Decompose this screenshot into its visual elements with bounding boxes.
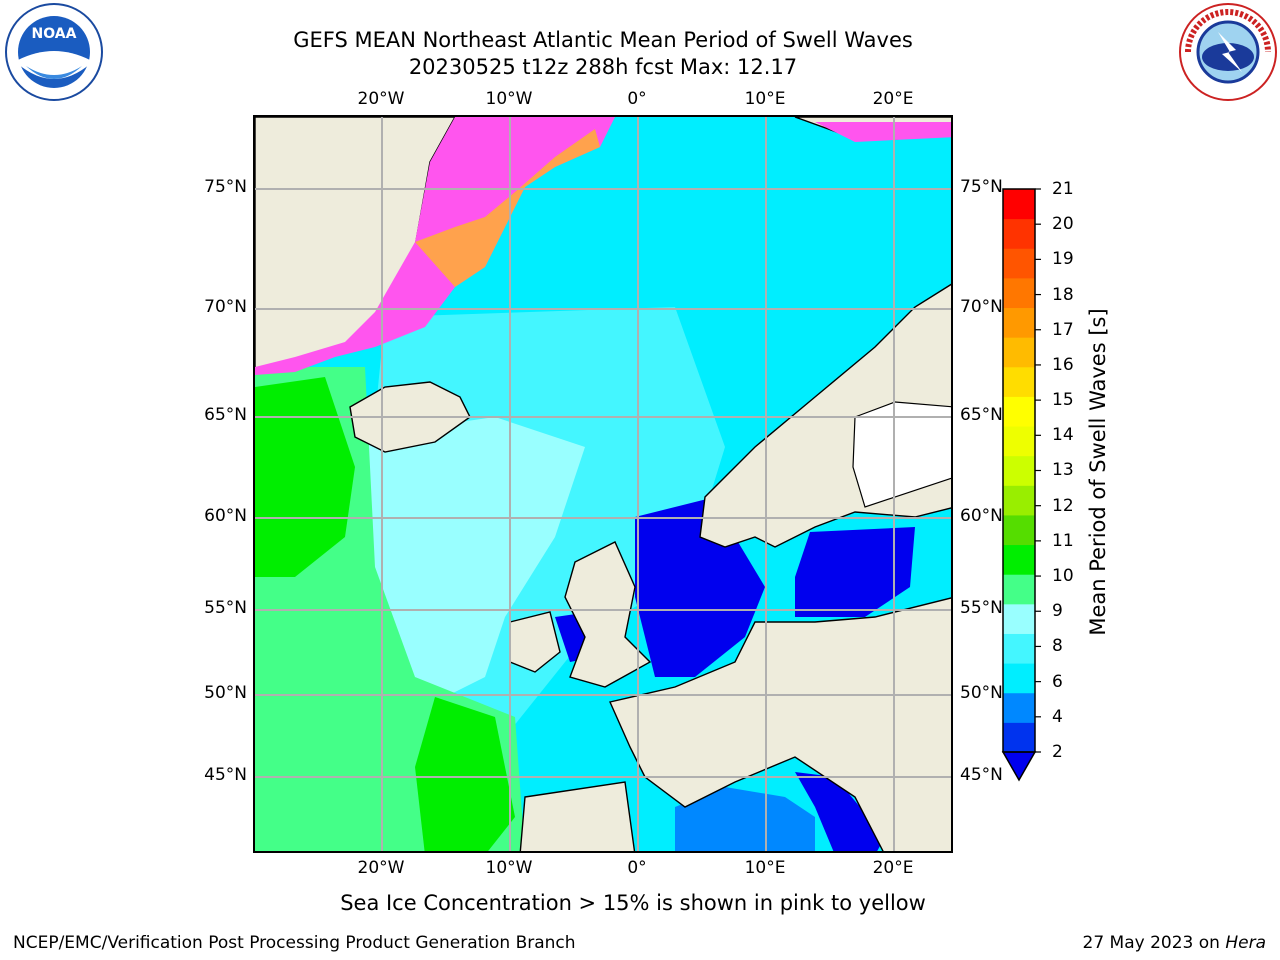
colorbar-extend-triangle	[1001, 751, 1037, 782]
lat-label-right-60n: 60°N	[960, 506, 1003, 526]
colorbar-swatch	[1003, 603, 1035, 634]
map-canvas	[255, 117, 951, 851]
colorbar-swatch	[1003, 218, 1035, 249]
lon-label-top-10w: 10°W	[485, 89, 533, 109]
lat-label-left-60n: 60°N	[204, 506, 247, 526]
lat-label-right-55n: 55°N	[960, 598, 1003, 618]
footer-date: 27 May 2023 on Hera	[1083, 933, 1267, 953]
colorbar-swatch	[1003, 722, 1035, 753]
colorbar-swatch	[1003, 426, 1035, 457]
colorbar	[1001, 188, 1041, 782]
chart-title: GEFS MEAN Northeast Atlantic Mean Period…	[293, 28, 913, 52]
iberia-land	[519, 781, 636, 851]
colorbar-tick-11: 11	[1052, 531, 1074, 551]
continental-europe-land	[609, 597, 951, 851]
colorbar-tick-20: 20	[1052, 214, 1074, 234]
colorbar-swatch	[1003, 396, 1035, 427]
sea-ice-orange	[415, 129, 600, 287]
lat-label-left-70n: 70°N	[204, 297, 247, 317]
colorbar-swatch	[1003, 544, 1035, 575]
colorbar-tick-14: 14	[1052, 425, 1074, 445]
colorbar-tick-10: 10	[1052, 566, 1074, 586]
colorbar-label: Mean Period of Swell Waves [s]	[1086, 308, 1110, 636]
great-britain-land	[564, 541, 652, 688]
colorbar-tick-4: 4	[1052, 707, 1063, 727]
colorbar-swatch	[1003, 455, 1035, 486]
colorbar-swatch	[1003, 663, 1035, 694]
colorbar-swatch	[1003, 366, 1035, 397]
colorbar-swatch	[1003, 337, 1035, 368]
ocean-swell-10-11-south	[415, 697, 515, 851]
lat-label-right-65n: 65°N	[960, 405, 1003, 425]
colorbar-tick-12: 12	[1052, 496, 1074, 516]
lat-label-left-45n: 45°N	[204, 765, 247, 785]
mediterranean-swell-2-4	[675, 787, 815, 851]
colorbar-tick-2: 2	[1052, 742, 1063, 762]
lat-label-left-65n: 65°N	[204, 405, 247, 425]
baltic-swell-2	[795, 527, 915, 617]
colorbar-swatch	[1003, 692, 1035, 723]
lat-label-right-70n: 70°N	[960, 297, 1003, 317]
colorbar-swatch	[1003, 189, 1035, 220]
lon-label-bottom-10w: 10°W	[485, 858, 533, 878]
colorbar-tick-16: 16	[1052, 355, 1074, 375]
colorbar-swatch	[1003, 514, 1035, 546]
colorbar-tick-17: 17	[1052, 320, 1074, 340]
lat-label-right-50n: 50°N	[960, 683, 1003, 703]
lon-label-bottom-20w: 20°W	[357, 858, 405, 878]
colorbar-tick-18: 18	[1052, 285, 1074, 305]
colorbar-swatch	[1003, 248, 1035, 279]
colorbar-tick-6: 6	[1052, 672, 1063, 692]
colorbar-swatch	[1003, 277, 1035, 309]
lat-label-left-55n: 55°N	[204, 598, 247, 618]
adriatic-swell-2	[795, 772, 885, 851]
lat-label-left-75n: 75°N	[204, 177, 247, 197]
footer-host: Hera	[1225, 933, 1266, 953]
colorbar-swatch	[1003, 574, 1035, 605]
map-graticule	[255, 117, 951, 851]
colorbar-swatch	[1003, 307, 1035, 338]
chart-subtitle-forecast: 20230525 t12z 288h fcst Max: 12.17	[408, 55, 798, 79]
lon-label-bottom-10e: 10°E	[744, 858, 786, 878]
lon-label-top-0: 0°	[627, 89, 647, 109]
ocean-swell-8-9	[355, 417, 585, 717]
colorbar-tick-8: 8	[1052, 636, 1063, 656]
lat-label-right-75n: 75°N	[960, 177, 1003, 197]
noaa-logo-icon: NOAA	[5, 3, 103, 101]
colorbar-tick-15: 15	[1052, 390, 1074, 410]
ocean-swell-10-11	[255, 377, 355, 577]
national-weather-service-logo-icon	[1179, 3, 1277, 101]
noaa-logo-text: NOAA	[32, 26, 77, 42]
lon-label-bottom-20e: 20°E	[872, 858, 914, 878]
sea-ice-pink-svalbard	[815, 122, 951, 142]
lat-label-right-45n: 45°N	[960, 765, 1003, 785]
footer-date-text: 27 May 2023 on	[1082, 933, 1220, 953]
lat-label-left-50n: 50°N	[204, 683, 247, 703]
colorbar-swatch	[1003, 633, 1035, 664]
colorbar-tick-13: 13	[1052, 460, 1074, 480]
sea-ice-note: Sea Ice Concentration > 15% is shown in …	[340, 891, 926, 915]
colorbar-tick-9: 9	[1052, 601, 1063, 621]
colorbar-swatch	[1003, 485, 1035, 516]
lon-label-top-20w: 20°W	[357, 89, 405, 109]
lon-label-bottom-0: 0°	[627, 858, 647, 878]
colorbar-tick-19: 19	[1052, 249, 1074, 269]
lon-label-top-10e: 10°E	[744, 89, 786, 109]
lon-label-top-20e: 20°E	[872, 89, 914, 109]
map-panel	[253, 115, 953, 853]
footer-credit: NCEP/EMC/Verification Post Processing Pr…	[13, 933, 576, 953]
colorbar-tick-21: 21	[1052, 179, 1074, 199]
